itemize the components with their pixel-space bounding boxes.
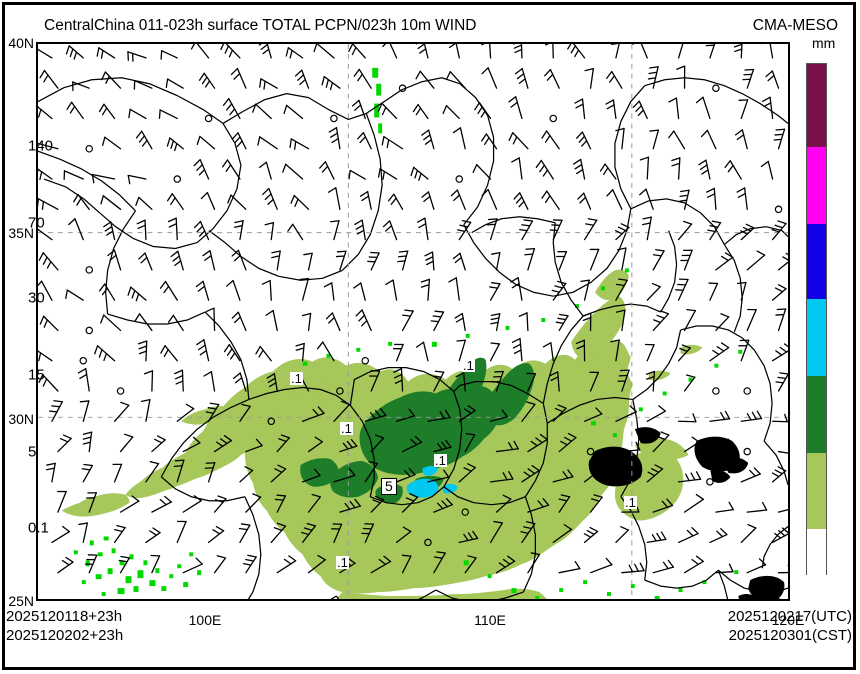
contour-label: .1 [340, 421, 353, 436]
model-name-label: CMA-MESO [752, 17, 838, 34]
colorbar-band-5-15 [807, 376, 826, 453]
footer-left-line2: 2025120202+23h [6, 627, 124, 644]
colorbar-band-140plus [807, 64, 826, 147]
footer-init-times: 2025120118+23h 2025120202+23h [6, 607, 123, 645]
precip-scattered-pixels [73, 67, 743, 599]
page-title: CentralChina 011-023h surface TOTAL PCPN… [44, 17, 477, 34]
map-canvas [38, 44, 788, 599]
axis-label-lat-30n: 30N [8, 411, 34, 427]
map-plot-area: .1 .1 .1 .1 .1 .1 5 [36, 42, 790, 601]
map-boundaries [38, 77, 788, 599]
colorbar-unit-label: mm [812, 35, 836, 51]
colorbar-tick-0.1: 0.1 [28, 519, 49, 537]
colorbar-tick-70: 70 [28, 214, 45, 232]
colorbar-tick-30: 30 [28, 289, 45, 307]
axis-label-lat-35n: 35N [8, 225, 34, 241]
colorbar-tick-140: 140 [28, 137, 54, 155]
colorbar-tick-5: 5 [28, 443, 37, 461]
precip-band-15-30 [406, 465, 458, 498]
axis-label-lon-110e: 110E [474, 612, 506, 628]
footer-right-line1: 2025120217(UTC) [727, 608, 852, 625]
colorbar-band-below-0.1 [807, 529, 826, 576]
footer-left-line1: 2025120118+23h [6, 608, 123, 625]
wind-barbs [38, 44, 788, 574]
colorbar-band-0.1-5 [807, 453, 826, 529]
axis-label-lat-40n: 40N [8, 35, 34, 51]
map-water-bodies [588, 427, 785, 599]
colorbar-band-15-30 [807, 299, 826, 376]
axis-label-lon-100e: 100E [188, 612, 222, 628]
contour-label: .1 [434, 453, 447, 468]
contour-label: .1 [624, 495, 637, 510]
contour-label-boxed: 5 [381, 478, 397, 495]
colorbar-tick-15: 15 [28, 366, 45, 384]
axis-label-lon-120e: 120E [771, 612, 805, 628]
footer-valid-times: 2025120217(UTC) 2025120301(CST) [728, 607, 852, 645]
colorbar-band-30-70 [807, 224, 826, 299]
contour-label: .1 [462, 358, 475, 373]
contour-label: .1 [336, 555, 349, 570]
footer-right-line2: 2025120301(CST) [728, 627, 852, 644]
axis-label-lat-25n: 25N [8, 593, 34, 609]
map-gridlines [38, 44, 788, 599]
colorbar-band-70-140 [807, 147, 826, 224]
precip-band-5-15 [300, 357, 535, 504]
colorbar [806, 63, 827, 576]
contour-label: .1 [290, 371, 303, 386]
